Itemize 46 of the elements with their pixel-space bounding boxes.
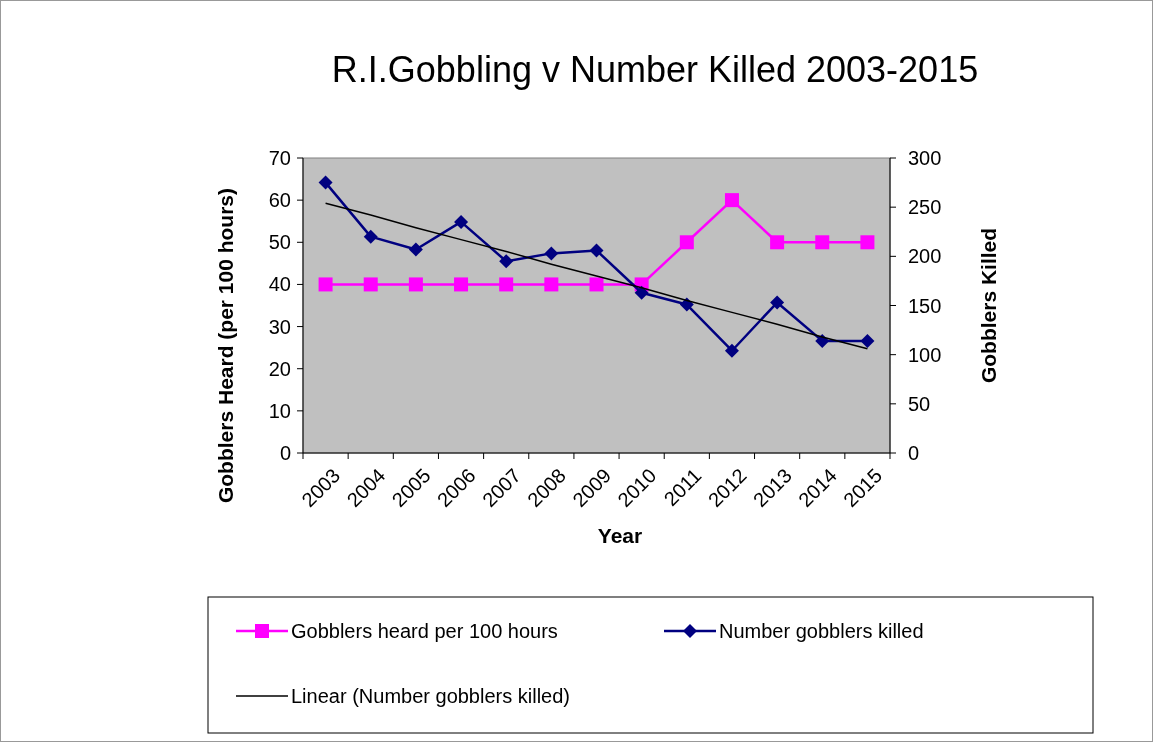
point bbox=[408, 277, 423, 292]
point bbox=[363, 229, 378, 244]
point bbox=[860, 333, 875, 348]
y2-tick-label: 50 bbox=[908, 392, 931, 415]
point bbox=[363, 277, 378, 292]
point bbox=[499, 254, 514, 269]
point bbox=[860, 235, 875, 250]
point bbox=[544, 246, 559, 261]
y2-axis-title: Gobblers Killed bbox=[977, 227, 1000, 384]
point bbox=[815, 333, 830, 348]
point bbox=[454, 214, 469, 229]
point bbox=[318, 175, 333, 190]
y2-tick-label: 300 bbox=[908, 147, 942, 169]
y2-tick-label: 100 bbox=[908, 343, 942, 366]
point bbox=[770, 235, 785, 250]
y2-tick-label: 150 bbox=[908, 294, 942, 317]
point bbox=[408, 242, 423, 257]
point bbox=[499, 277, 514, 292]
point bbox=[544, 277, 559, 292]
y2-tick-label: 250 bbox=[908, 196, 942, 219]
legend-label: Gobblers heard per 100 hours bbox=[291, 620, 558, 642]
x-axis-title: Year bbox=[597, 524, 643, 547]
y-axis-title: Gobblers Heard (per 100 hours) bbox=[214, 187, 237, 504]
y-tick-label: 40 bbox=[268, 273, 291, 296]
point bbox=[724, 193, 739, 208]
y2-tick-label: 200 bbox=[908, 245, 942, 268]
y-tick-label: 50 bbox=[268, 231, 291, 254]
y-tick-label: 70 bbox=[268, 147, 291, 169]
point bbox=[454, 277, 469, 292]
point bbox=[770, 295, 785, 310]
legend-label: Linear (Number gobblers killed) bbox=[291, 685, 571, 707]
point bbox=[724, 343, 739, 358]
point bbox=[318, 277, 333, 292]
y2-tick-label: 0 bbox=[908, 442, 920, 464]
point bbox=[589, 243, 604, 258]
point bbox=[589, 277, 604, 292]
y-tick-label: 20 bbox=[268, 357, 291, 380]
point bbox=[679, 235, 694, 250]
y-tick-label: 10 bbox=[268, 399, 291, 422]
y-tick-label: 0 bbox=[279, 442, 291, 464]
chart-title: R.I.Gobbling v Number Killed 2003-2015 bbox=[331, 49, 979, 90]
point bbox=[815, 235, 830, 250]
y-tick-label: 30 bbox=[268, 315, 291, 338]
y-tick-label: 60 bbox=[268, 189, 291, 212]
legend-label: Number gobblers killed bbox=[719, 620, 924, 642]
point bbox=[634, 285, 649, 300]
